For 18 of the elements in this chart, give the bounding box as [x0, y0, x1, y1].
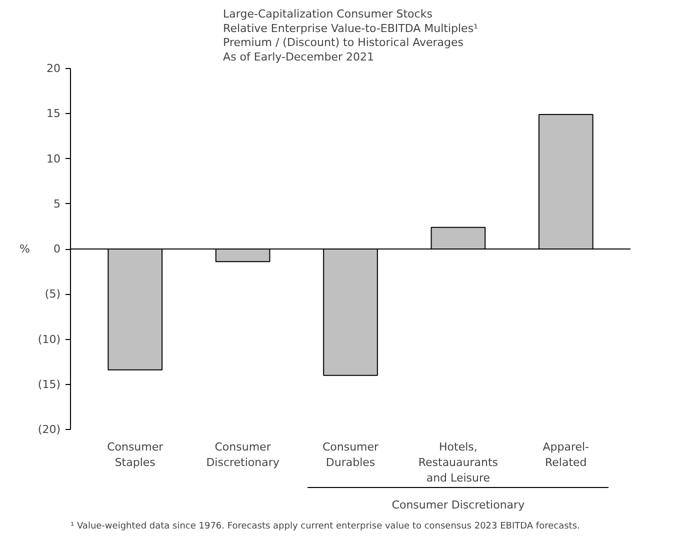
y-tick-label: 0 — [54, 242, 60, 256]
y-tick-label: 5 — [54, 197, 60, 210]
text: ¹ Value-weighted data since 1976. Forecasts apply current enterprise value to consensus 2023 EBITDA forecasts. — [70, 522, 580, 532]
x-tick-label: Apparel-Related — [542, 440, 590, 470]
chart-title: Large-Capitalization Consumer Stocks Relative Enterprise Value-to-EBITDA Multiples¹ Premium / (Discount) to Historical Averages As of Early-December 2021 — [223, 8, 478, 64]
y-tick-label: (20) — [38, 423, 61, 436]
y-tick-label: (5) — [44, 288, 61, 301]
y-tick-label: 20 — [46, 62, 61, 75]
y-tick-label: (15) — [38, 378, 61, 391]
x-tick-label: Hotels, Restauaurants and Leisure — [418, 440, 498, 485]
y-tick-label: 10 — [46, 152, 61, 166]
y-tick-label: (10) — [38, 332, 61, 346]
x-tick-label: Consumer Durables — [322, 440, 380, 470]
x-tick-label: Consumer Staples — [107, 440, 164, 470]
y-axis-title: % — [19, 242, 30, 256]
y-tick-label: 15 — [46, 107, 61, 120]
x-tick-label: Consumer Discretionary — [206, 440, 280, 470]
text: Consumer Discretionary — [392, 498, 526, 512]
